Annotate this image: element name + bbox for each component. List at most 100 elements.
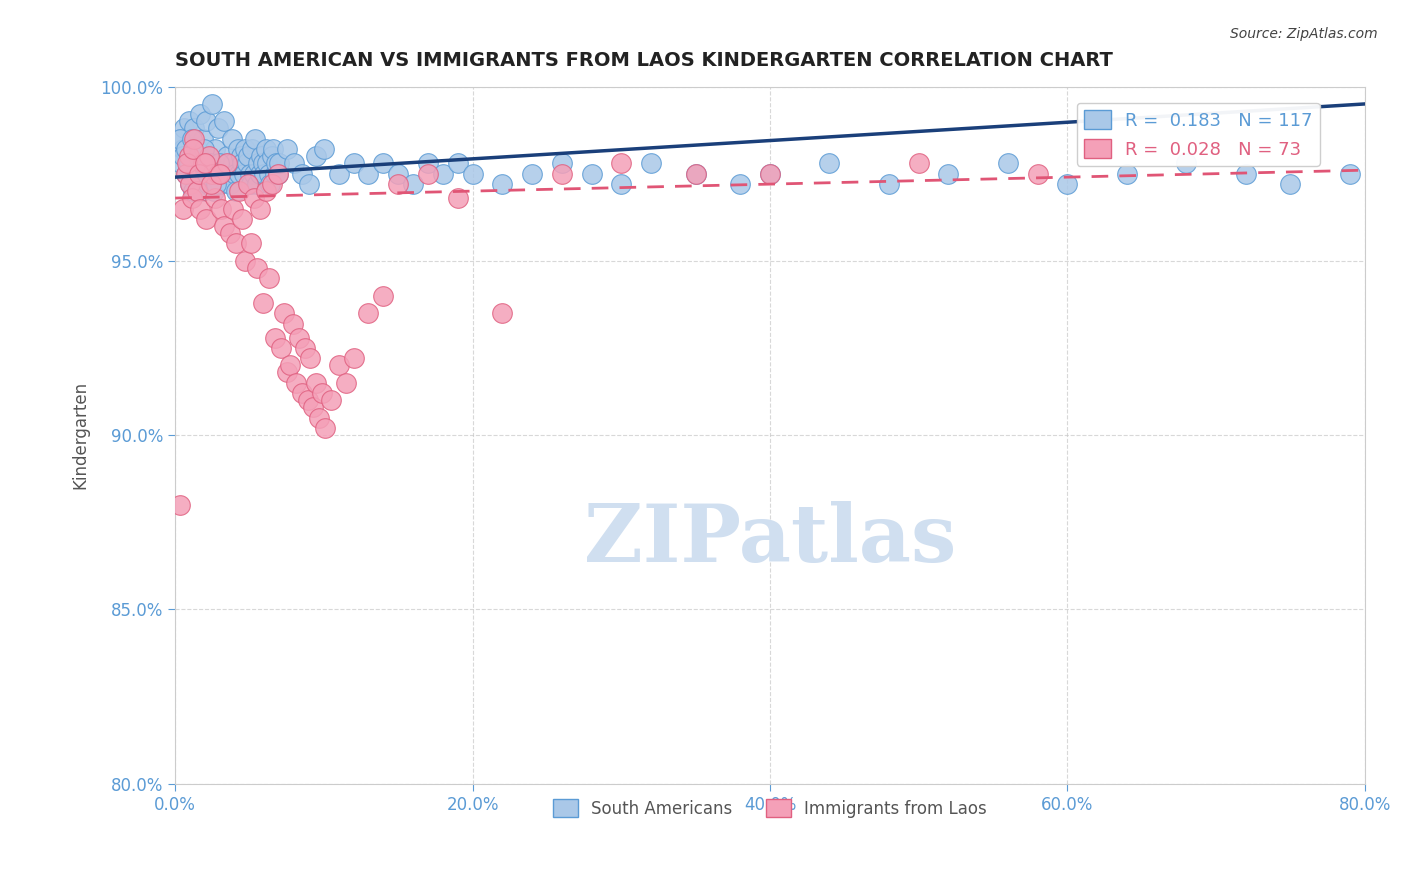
Point bbox=[209, 202, 232, 216]
Point bbox=[200, 156, 222, 170]
Point bbox=[551, 167, 574, 181]
Point bbox=[195, 211, 218, 226]
Point bbox=[273, 306, 295, 320]
Point bbox=[247, 156, 270, 170]
Point bbox=[302, 401, 325, 415]
Point bbox=[205, 167, 228, 181]
Point bbox=[447, 191, 470, 205]
Point bbox=[181, 184, 204, 198]
Point bbox=[190, 107, 212, 121]
Point bbox=[402, 177, 425, 191]
Point bbox=[328, 359, 350, 373]
Point bbox=[202, 184, 225, 198]
Legend: South Americans, Immigrants from Laos: South Americans, Immigrants from Laos bbox=[547, 792, 994, 824]
Point bbox=[335, 376, 357, 390]
Point bbox=[238, 167, 260, 181]
Point bbox=[1026, 167, 1049, 181]
Point bbox=[201, 167, 224, 181]
Point bbox=[877, 177, 900, 191]
Point bbox=[177, 114, 200, 128]
Point bbox=[226, 142, 249, 156]
Point bbox=[225, 184, 247, 198]
Point bbox=[194, 167, 217, 181]
Point bbox=[276, 142, 298, 156]
Point bbox=[169, 132, 191, 146]
Point bbox=[249, 202, 271, 216]
Point bbox=[257, 271, 280, 285]
Point bbox=[491, 177, 513, 191]
Point bbox=[254, 142, 277, 156]
Point bbox=[207, 121, 229, 136]
Point bbox=[221, 132, 243, 146]
Point bbox=[264, 156, 287, 170]
Point bbox=[228, 184, 250, 198]
Point bbox=[200, 177, 222, 191]
Point bbox=[212, 114, 235, 128]
Point bbox=[195, 167, 218, 181]
Point bbox=[212, 219, 235, 233]
Point bbox=[270, 341, 292, 355]
Point bbox=[235, 156, 257, 170]
Point bbox=[233, 253, 256, 268]
Point bbox=[1175, 156, 1198, 170]
Point bbox=[193, 132, 215, 146]
Point bbox=[997, 156, 1019, 170]
Point bbox=[209, 156, 232, 170]
Point bbox=[287, 330, 309, 344]
Point bbox=[181, 142, 204, 156]
Point bbox=[169, 132, 191, 146]
Point bbox=[201, 97, 224, 112]
Point bbox=[170, 156, 193, 170]
Point bbox=[177, 149, 200, 163]
Point bbox=[240, 177, 263, 191]
Point bbox=[229, 149, 252, 163]
Point bbox=[176, 156, 198, 170]
Point bbox=[211, 167, 233, 181]
Text: ZIPatlas: ZIPatlas bbox=[583, 500, 956, 579]
Point bbox=[197, 177, 219, 191]
Point bbox=[190, 202, 212, 216]
Point bbox=[281, 317, 304, 331]
Point bbox=[243, 191, 266, 205]
Point bbox=[169, 498, 191, 512]
Point bbox=[256, 156, 278, 170]
Point bbox=[254, 184, 277, 198]
Point bbox=[193, 142, 215, 156]
Point bbox=[342, 156, 364, 170]
Point bbox=[174, 167, 197, 181]
Point bbox=[305, 149, 328, 163]
Point bbox=[217, 156, 239, 170]
Point bbox=[253, 167, 276, 181]
Point bbox=[267, 167, 290, 181]
Point bbox=[312, 142, 335, 156]
Point bbox=[193, 156, 215, 170]
Point bbox=[252, 156, 274, 170]
Point bbox=[191, 184, 214, 198]
Point bbox=[387, 177, 409, 191]
Point bbox=[231, 211, 253, 226]
Point bbox=[267, 167, 290, 181]
Point bbox=[263, 330, 285, 344]
Point bbox=[176, 149, 198, 163]
Point bbox=[278, 359, 301, 373]
Point bbox=[225, 236, 247, 251]
Point bbox=[260, 149, 283, 163]
Point bbox=[204, 191, 226, 205]
Point bbox=[195, 114, 218, 128]
Point bbox=[246, 260, 269, 275]
Point bbox=[685, 167, 707, 181]
Point bbox=[187, 149, 209, 163]
Point bbox=[283, 156, 305, 170]
Point bbox=[269, 156, 291, 170]
Point bbox=[1279, 177, 1302, 191]
Point bbox=[188, 156, 211, 170]
Y-axis label: Kindergarten: Kindergarten bbox=[72, 381, 89, 489]
Point bbox=[204, 142, 226, 156]
Point bbox=[260, 177, 283, 191]
Point bbox=[373, 156, 395, 170]
Point bbox=[183, 121, 205, 136]
Point bbox=[179, 177, 201, 191]
Point bbox=[186, 142, 208, 156]
Point bbox=[242, 142, 264, 156]
Point bbox=[461, 167, 484, 181]
